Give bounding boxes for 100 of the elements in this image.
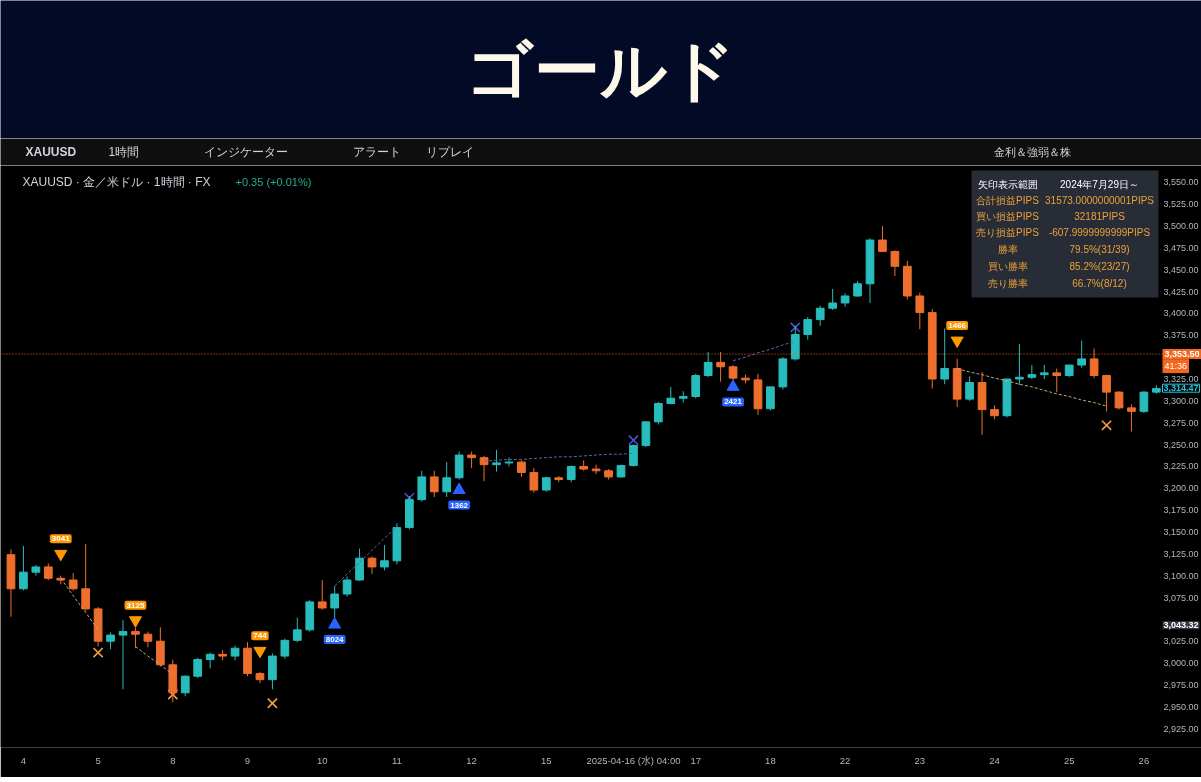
x-tick-label: 22 [839,754,851,766]
y-tick-label: 3,525.00 [1163,199,1199,210]
annotation: 2024年7月29日～ [1060,179,1139,190]
y-tick-label: 3,250.00 [1163,439,1199,450]
text: アラート [352,145,401,159]
text: XAUUSD [25,145,77,159]
x-tick-label: 9 [244,754,251,766]
annotation: 1466 [948,321,967,331]
candlestick [1127,403,1136,432]
candlestick [703,351,713,378]
y-tick-label: 3,300.00 [1163,395,1199,406]
point [328,617,342,629]
annotation: 売り損益PIPS [976,227,1040,238]
x-tick-label: 18 [765,754,776,766]
x-tick-label: 24 [989,754,1000,766]
y-tick-label: 3,325.00 [1163,374,1199,385]
candlestick [454,451,464,481]
y-tick-label: 3,000.00 [1163,658,1199,669]
ref-line-label: 3,353.50 [1164,349,1200,360]
candlestick [878,225,887,252]
text: 3,314.47 [1163,383,1199,394]
candlestick [803,316,813,341]
annotation: 31573.0000000001PIPS [1045,195,1155,206]
annotation: -607.9999999999PIPS [1048,227,1151,238]
point [54,549,68,562]
y-tick-label: 3,375.00 [1163,330,1199,341]
point [628,434,639,446]
x-tick-label: 10 [316,754,328,766]
candlestick [1027,364,1037,380]
candlestick [180,674,190,697]
candlestick [81,543,91,612]
y-tick-label: 3,475.00 [1163,242,1199,253]
x-tick-label: 15 [541,754,552,766]
candlestick [280,638,290,660]
candlestick [641,420,651,448]
y-tick-label: 3,450.00 [1163,264,1199,275]
candlestick [1089,347,1099,379]
y-tick-label: 2,975.00 [1163,679,1199,690]
x-tick-label: 8 [170,754,176,766]
candlestick [342,576,352,598]
y-tick-label: 3,275.00 [1163,417,1199,428]
annotation: 79.5%(31/39) [1069,244,1130,255]
x-tick-label: 2025-04-16 (水) 04:00 [586,754,681,766]
candlestick [504,457,514,467]
candlestick [492,449,501,473]
y-tick-label: 2,925.00 [1163,723,1199,734]
candlestick [940,327,950,385]
point [950,336,964,348]
point [789,322,801,333]
text: 41:36 [1164,361,1188,372]
candlestick [965,375,974,402]
candlestick [1052,368,1062,393]
x-tick-label: 5 [95,754,101,766]
candlestick [716,351,725,383]
y-tick-label: 3,500.00 [1163,221,1199,232]
text: 金利＆強弱＆株 [993,146,1071,158]
annotation: +0.35 (+0.01%) [235,175,312,188]
point [128,616,142,628]
text: リプレイ [425,145,474,159]
annotation: 買い勝率 [987,261,1028,272]
point [267,697,278,709]
y-tick-label: 3,025.00 [1163,636,1199,647]
candlestick [479,455,489,482]
candlestick [380,544,389,571]
y-tick-label: 3,150.00 [1163,526,1199,537]
candlestick [268,652,277,690]
text: 1時間 [108,145,140,159]
candlestick [1102,374,1111,412]
candlestick [19,545,28,592]
x-tick-label: 23 [914,754,926,766]
x-tick-label: 17 [690,754,701,766]
candlestick [156,626,165,668]
y-tick-label: 3,200.00 [1163,483,1199,494]
candlestick [654,401,663,425]
candlestick [529,467,539,494]
candlestick [1139,390,1149,414]
candlestick [355,548,364,582]
candlestick [1114,390,1124,411]
candlestick [766,386,775,411]
annotation: 合計損益PIPS [976,195,1040,206]
y-tick-label: 3,125.00 [1163,548,1199,559]
annotation: 1362 [450,500,469,510]
y-tick-label: 3,425.00 [1163,286,1199,297]
annotation: 買い損益PIPS [976,211,1040,222]
annotation: 2421 [724,397,743,407]
candlestick [429,470,439,498]
x-tick-label: 11 [391,754,402,766]
x-tick-label: 25 [1063,754,1075,766]
annotation: 売り勝率 [987,278,1028,289]
y-tick-label: 2,950.00 [1163,701,1199,712]
y-tick-label: 3,550.00 [1163,177,1199,188]
annotation: 矢印表示範囲 [977,179,1038,190]
candlestick [417,470,427,502]
annotation: 8024 [325,635,345,645]
candlestick [292,617,302,643]
chart-title: ゴールド [466,32,736,107]
y-tick-label: 3,225.00 [1163,461,1199,472]
annotation: 勝率 [997,244,1018,255]
candlestick [828,288,838,311]
candlestick [118,619,128,690]
